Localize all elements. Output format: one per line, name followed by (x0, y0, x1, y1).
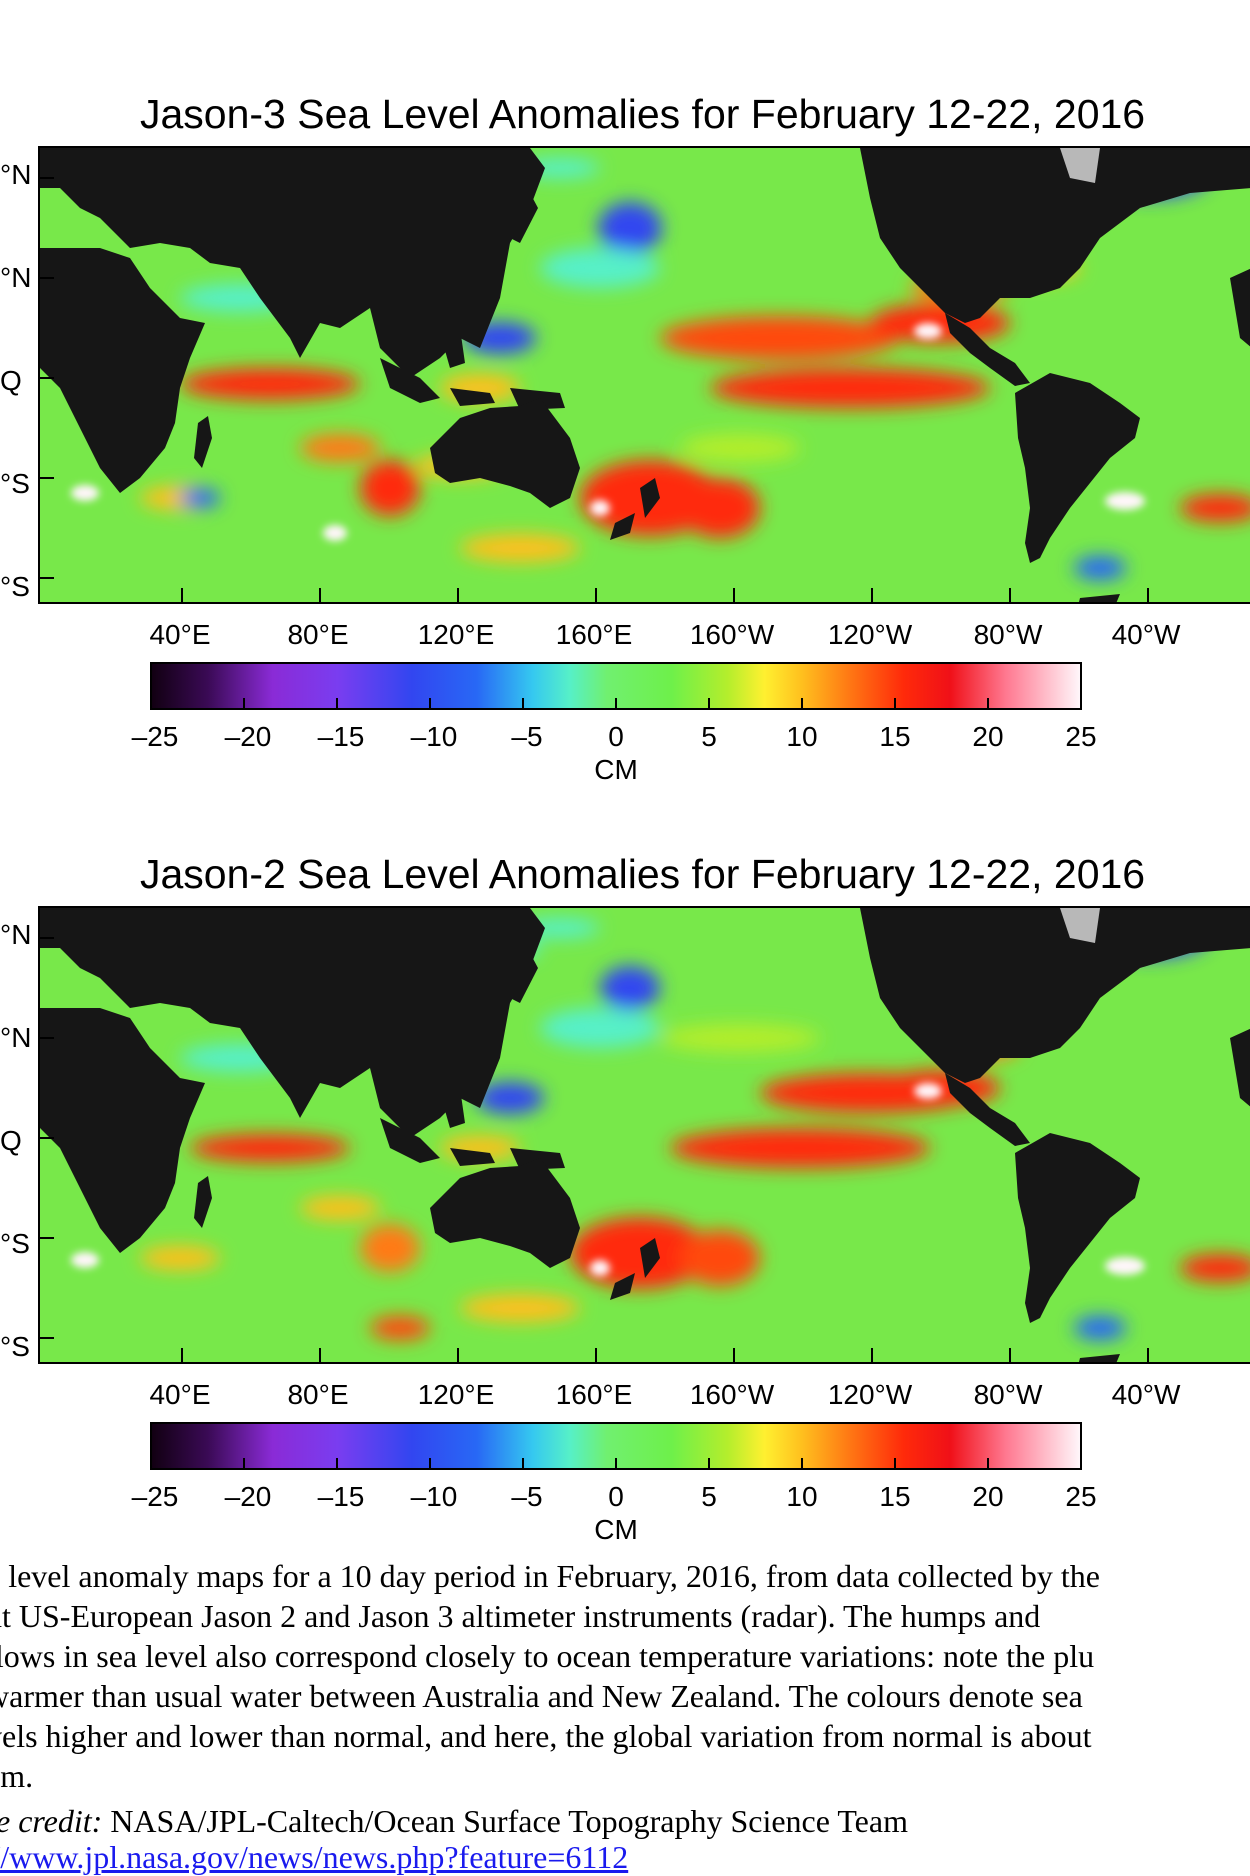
figure-caption: a level anomaly maps for a 10 day period… (0, 1556, 1250, 1796)
anomaly-map-graphic (40, 908, 1250, 1362)
map-tick-marks (40, 177, 1149, 602)
caption-line: vels higher and lower than normal, and h… (0, 1718, 1092, 1754)
lon-label: 40°W (1111, 619, 1181, 650)
caption-line: cm. (0, 1758, 34, 1794)
greenland-ice (1060, 908, 1100, 943)
lon-label: 80°E (287, 1379, 349, 1410)
lon-label: 80°E (287, 619, 349, 650)
colorbar-tick-label: 0 (608, 721, 624, 752)
sea-level-map (38, 146, 1250, 604)
colorbar-tick-label: –25 (131, 721, 179, 752)
lon-label: 80°W (973, 1379, 1043, 1410)
lon-label: 80°W (973, 619, 1043, 650)
colorbar-tick-label: 10 (786, 721, 818, 752)
lon-label: 40°E (149, 619, 211, 650)
anomaly-peaks (71, 1083, 1145, 1276)
colorbar-tick-label: –15 (317, 1481, 365, 1512)
sea-level-map (38, 906, 1250, 1364)
lat-label: °S (0, 571, 30, 602)
colorbar-tick-label: 25 (1065, 721, 1097, 752)
credit-text: NASA/JPL-Caltech/Ocean Surface Topograph… (102, 1803, 908, 1839)
map-tick-marks (40, 937, 1149, 1362)
anomaly-map-graphic (40, 148, 1250, 602)
map-title: Jason-2 Sea Level Anomalies for February… (140, 851, 1146, 897)
colorbar-tick-label: –10 (410, 1481, 458, 1512)
colorbar-tick-label: 15 (879, 1481, 911, 1512)
colorbar-tick-label: 15 (879, 721, 911, 752)
lon-label: 160°E (555, 619, 633, 650)
land-masses (40, 908, 1250, 1362)
anomaly-field (140, 914, 1250, 1340)
lat-label: °S (0, 1331, 30, 1362)
colorbar-tick-label: 25 (1065, 1481, 1097, 1512)
colorbar-ticks (150, 1458, 1082, 1470)
lat-label: Q (0, 1125, 22, 1156)
colorbar-tick-label: 20 (972, 1481, 1004, 1512)
colorbar-unit: CM (594, 754, 638, 785)
lon-label: 40°W (1111, 1379, 1181, 1410)
colorbar-tick-label: –10 (410, 721, 458, 752)
caption-line: warmer than usual water between Australi… (0, 1678, 1083, 1714)
colorbar-unit: CM (594, 1514, 638, 1545)
colorbar-tick-label: –15 (317, 721, 365, 752)
credit-label: age credit: (0, 1803, 103, 1839)
lon-label: 120°W (827, 1379, 913, 1410)
lat-label: °N (0, 262, 32, 293)
lon-label: 160°W (689, 1379, 775, 1410)
colorbar-tick-label: –20 (224, 1481, 272, 1512)
lat-label: Q (0, 365, 22, 396)
colorbar-tick-label: –20 (224, 721, 272, 752)
map-title: Jason-3 Sea Level Anomalies for February… (140, 91, 1146, 137)
map-panel-jason2: Jason-2 Sea Level Anomalies for February… (0, 851, 1250, 1545)
lon-label: 120°E (417, 619, 495, 650)
lat-label: °S (0, 1228, 30, 1259)
caption-line: llows in sea level also correspond close… (0, 1638, 1095, 1674)
colorbar-tick-label: 10 (786, 1481, 818, 1512)
image-credit: age credit: NASA/JPL-Caltech/Ocean Surfa… (0, 1802, 908, 1840)
lon-label: 40°E (149, 1379, 211, 1410)
colorbar-tick-label: –5 (511, 1481, 543, 1512)
colorbar-tick-label: –5 (511, 721, 543, 752)
colorbar-tick-label: 5 (701, 721, 717, 752)
lat-label: °N (0, 1022, 32, 1053)
lon-label: 120°E (417, 1379, 495, 1410)
lon-label: 160°E (555, 1379, 633, 1410)
map-panel-jason3: Jason-3 Sea Level Anomalies for February… (0, 0, 1250, 790)
lat-label: °S (0, 468, 30, 499)
colorbar-tick-label: 0 (608, 1481, 624, 1512)
caption-line: a level anomaly maps for a 10 day period… (0, 1558, 1100, 1594)
colorbar-tick-label: 5 (701, 1481, 717, 1512)
lon-label: 120°W (827, 619, 913, 650)
lat-label: °N (0, 159, 32, 190)
colorbar-ticks (150, 698, 1082, 710)
colorbar-tick-label: –25 (131, 1481, 179, 1512)
caption-line: nt US-European Jason 2 and Jason 3 altim… (0, 1598, 1041, 1634)
lat-label: °N (0, 919, 32, 950)
anomaly-peaks (71, 323, 1145, 541)
lon-label: 160°W (689, 619, 775, 650)
greenland-ice (1060, 148, 1100, 183)
colorbar-tick-label: 20 (972, 721, 1004, 752)
source-link[interactable]: ps://www.jpl.nasa.gov/news/news.php?feat… (0, 1839, 629, 1875)
land-masses (40, 148, 1250, 602)
